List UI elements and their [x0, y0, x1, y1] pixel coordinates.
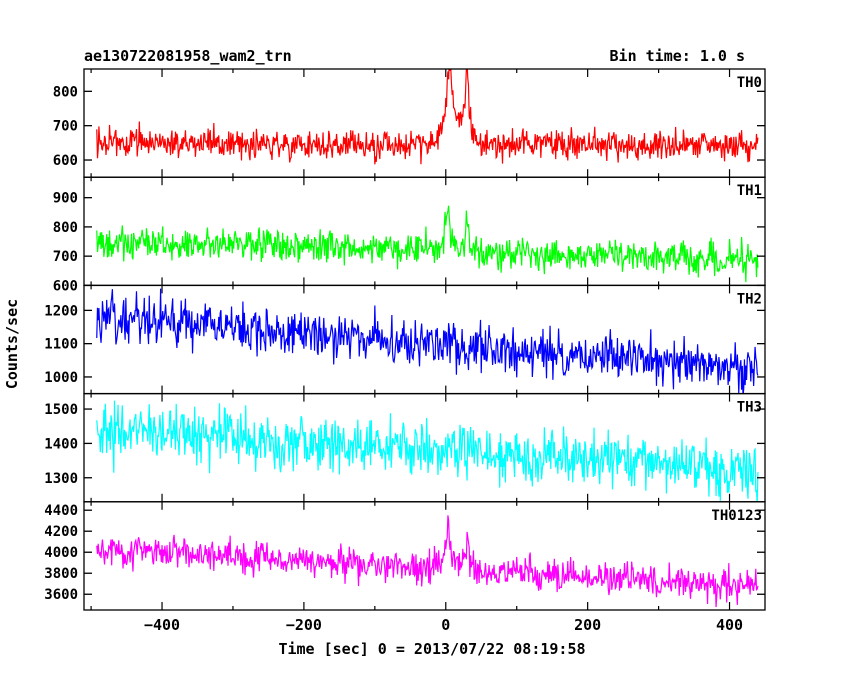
y-tick-label: 3600: [44, 587, 78, 603]
panel-frame-th0123: [83, 501, 766, 611]
y-tick-label: 900: [53, 191, 78, 207]
x-tick-label: 400: [716, 616, 743, 634]
y-tick-label: 800: [53, 84, 78, 100]
x-axis-label: Time [sec] 0 = 2013/07/22 08:19:58: [278, 640, 585, 658]
y-axis-label: Counts/sec: [3, 299, 21, 389]
series-line-th0123: [96, 515, 759, 608]
y-tick-label: 800: [53, 220, 78, 236]
y-tick-label: 600: [53, 278, 78, 294]
y-tick-label: 4000: [44, 545, 78, 561]
x-tick-label: −200: [286, 616, 322, 634]
y-tick-label: 600: [53, 153, 78, 169]
series-line-th2: [96, 288, 759, 394]
y-tick-label: 700: [53, 249, 78, 265]
series-line-th1: [96, 205, 759, 283]
x-tick-label: −400: [144, 616, 180, 634]
x-tick-label: 0: [441, 616, 450, 634]
y-tick-label: 700: [53, 119, 78, 135]
chart-title: ae130722081958_wam2_trn: [84, 47, 292, 65]
y-tick-label: 1000: [44, 370, 78, 386]
y-tick-label: 1100: [44, 337, 78, 353]
y-tick-label: 1300: [44, 471, 78, 487]
panel-label: TH1: [737, 183, 762, 199]
y-tick-label: 4200: [44, 524, 78, 540]
panel-label: TH2: [737, 291, 762, 307]
y-tick-label: 1400: [44, 436, 78, 452]
y-tick-label: 1500: [44, 402, 78, 418]
series-line-th3: [96, 400, 759, 502]
y-tick-label: 3800: [44, 566, 78, 582]
bin-time-label: Bin time: 1.0 s: [610, 47, 745, 65]
y-tick-label: 4400: [44, 503, 78, 519]
panel-label: TH0123: [711, 508, 762, 524]
panel-label: TH0: [737, 75, 762, 91]
panel-frame-th0: [83, 68, 766, 178]
series-line-th0: [96, 69, 759, 165]
y-tick-label: 1200: [44, 303, 78, 319]
x-tick-label: 200: [574, 616, 601, 634]
panels-group: TH0 600 700 800 TH1 600 700 800 900 TH2 1000 1100 12…: [44, 68, 766, 634]
panel-label: TH3: [737, 400, 762, 416]
